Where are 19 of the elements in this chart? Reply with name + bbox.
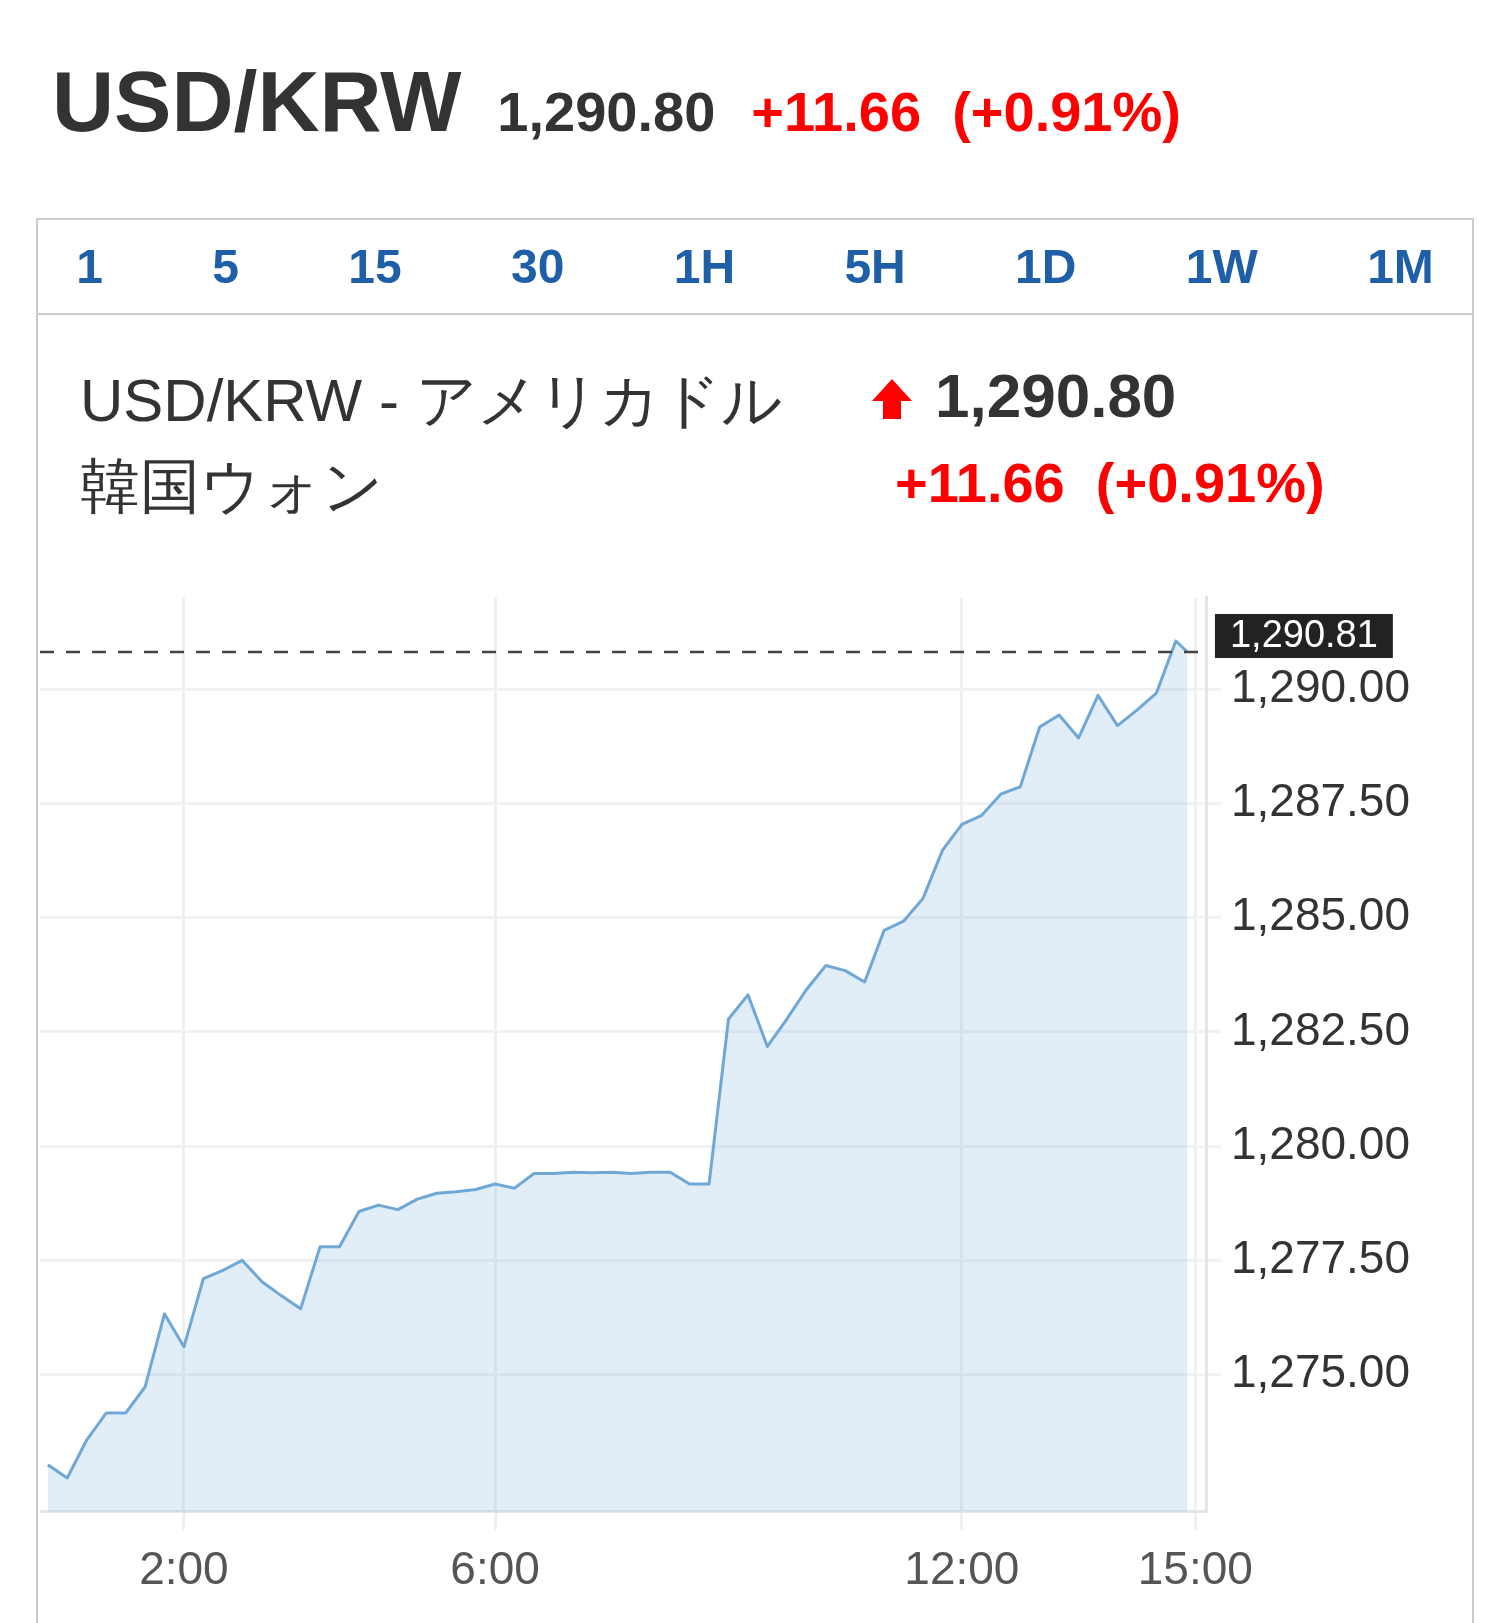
x-tick-label: 12:00: [904, 1542, 1020, 1595]
text: 1,290.80: [497, 79, 716, 144]
chart-subtitle: USD/KRW - アメリカドル韓国ウォン: [80, 366, 783, 522]
y-tick-label: 1,275.00: [1230, 1345, 1410, 1398]
text: 1,290.80: [935, 360, 1177, 431]
y-tick-label: 1,277.50: [1230, 1231, 1410, 1284]
chart-title: USD/KRW: [52, 52, 462, 151]
x-tick-label: 2:00: [139, 1542, 229, 1595]
ref-line-label: 1,290.81: [1229, 613, 1378, 656]
y-tick-label: 1,285.00: [1230, 888, 1410, 941]
text: 1 5 15 30 1H 5H 1D 1W 1M: [76, 239, 1434, 294]
y-tick-label: 1,282.50: [1230, 1002, 1410, 1055]
x-tick-label: 15:00: [1137, 1542, 1253, 1595]
y-tick-label: 1,280.00: [1230, 1116, 1410, 1169]
y-tick-label: 1,287.50: [1230, 773, 1410, 826]
y-tick-label: 1,290.00: [1230, 659, 1410, 712]
text: +11.66 (+0.91%): [751, 79, 1181, 144]
text: +11.66 (+0.91%): [895, 450, 1325, 515]
x-tick-label: 6:00: [450, 1542, 540, 1595]
